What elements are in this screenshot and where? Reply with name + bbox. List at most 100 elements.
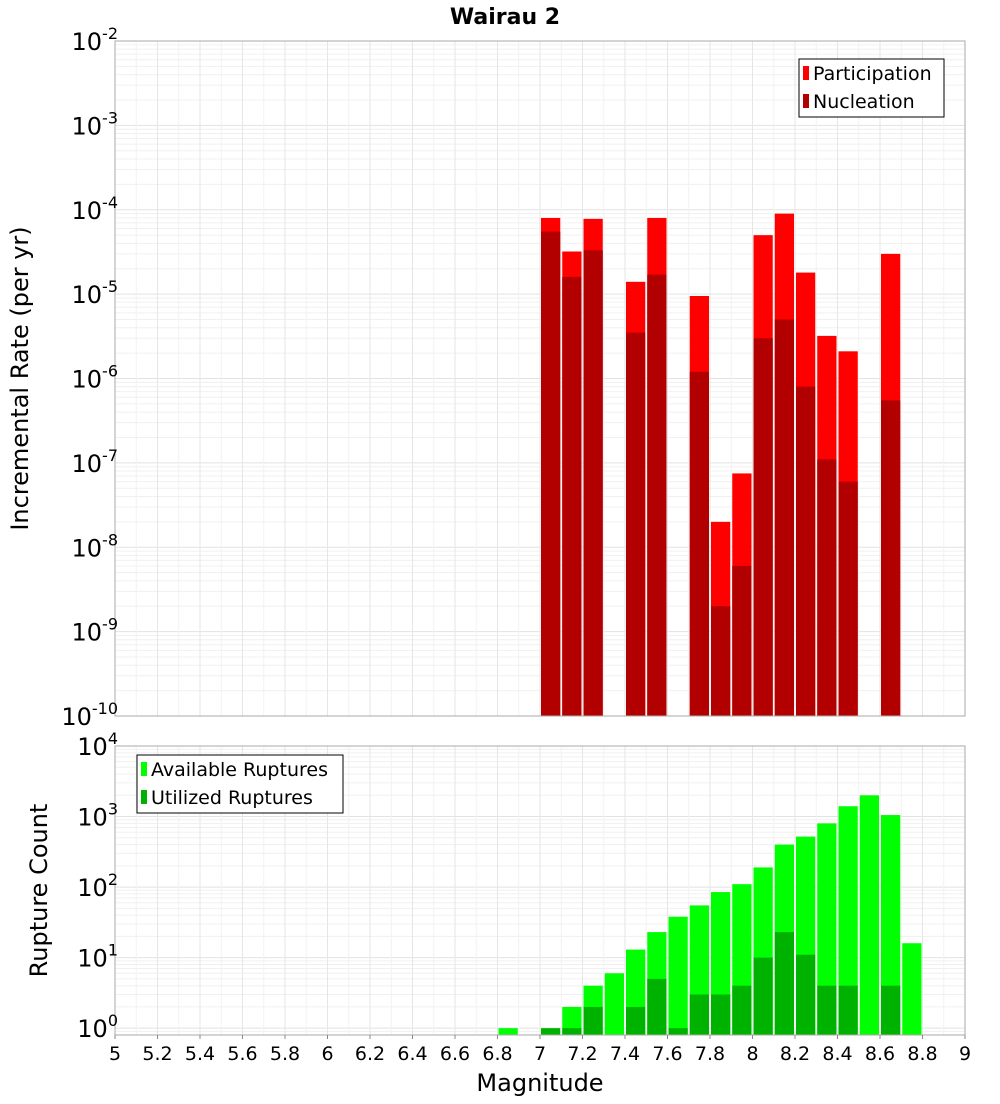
legend-label: Utilized Ruptures	[151, 787, 313, 809]
x-tick-label: 8.8	[907, 1043, 937, 1065]
bar-utilized-ruptures	[753, 957, 773, 1035]
bar-nucleation	[817, 459, 837, 716]
bar-utilized-ruptures	[626, 1006, 646, 1035]
bar-available-ruptures	[604, 973, 624, 1035]
bar-available-ruptures	[838, 806, 858, 1035]
legend-box	[136, 754, 344, 814]
y-tick-label: 10-7	[72, 446, 119, 478]
chart-title: Wairau 2	[450, 5, 560, 30]
bar-available-ruptures	[817, 823, 837, 1035]
legend-box	[798, 58, 945, 118]
bar-available-ruptures	[668, 916, 688, 1035]
x-tick-label: 5.8	[270, 1043, 300, 1065]
panel-2: 100 101 102 103 104 Rupture Count Available Ru…	[25, 729, 966, 1043]
x-tick-label: 7.8	[695, 1043, 725, 1065]
x-tick-label: 7.4	[610, 1043, 640, 1065]
y-tick-label: 100	[77, 1011, 118, 1043]
bar-available-ruptures	[881, 815, 901, 1035]
x-tick-label: 8.2	[780, 1043, 810, 1065]
grid-lines	[114, 41, 966, 717]
bar-available-ruptures	[562, 1006, 582, 1035]
y-tick-label: 104	[77, 729, 118, 761]
x-tick-label: 6.6	[440, 1043, 470, 1065]
y-axis-label: Rupture Count	[25, 804, 53, 978]
bar-utilized-ruptures	[562, 1028, 582, 1035]
bar-nucleation	[774, 319, 794, 716]
x-tick-label: 6	[321, 1043, 333, 1065]
bar-nucleation	[626, 332, 646, 716]
legend-label: Nucleation	[813, 91, 915, 113]
y-tick-label: 10-10	[61, 699, 118, 731]
legend-label: Available Ruptures	[151, 759, 328, 781]
bar-utilized-ruptures	[689, 994, 709, 1035]
bar-utilized-ruptures	[668, 1028, 688, 1035]
legend-swatch	[141, 790, 147, 804]
bar-nucleation	[689, 371, 709, 716]
bar-utilized-ruptures	[711, 994, 731, 1035]
y-tick-label: 10-2	[72, 24, 119, 56]
x-tick-label: 5.6	[227, 1043, 257, 1065]
y-tick-label: 103	[77, 800, 118, 832]
y-axis-label: Incremental Rate (per yr)	[6, 226, 34, 530]
y-tick-label: 10-3	[72, 108, 119, 140]
bar-available-ruptures	[859, 795, 879, 1035]
legend-swatch	[141, 762, 147, 776]
bar-utilized-ruptures	[817, 985, 837, 1035]
bar-nucleation	[838, 481, 858, 716]
series-utilized-ruptures	[541, 932, 901, 1035]
bar-utilized-ruptures	[881, 985, 901, 1035]
y-tick-label: 102	[77, 870, 118, 902]
bar-available-ruptures	[902, 943, 922, 1035]
panel-1: 10-10 10-9 10-8 10-7 10-6 10-5 10-4 10-3 10-2 Inc…	[6, 24, 966, 731]
x-tick-label: 5.2	[142, 1043, 172, 1065]
bar-nucleation	[541, 231, 561, 716]
x-tick-label: 6.2	[355, 1043, 385, 1065]
x-tick-label: 6.8	[482, 1043, 512, 1065]
bar-nucleation	[647, 274, 667, 716]
bar-nucleation	[732, 565, 752, 716]
x-tick-label: 9	[959, 1043, 971, 1065]
x-tick-label: 8.4	[822, 1043, 852, 1065]
x-tick-label: 8	[746, 1043, 758, 1065]
bar-utilized-ruptures	[796, 954, 816, 1035]
plot-frame	[114, 40, 966, 717]
x-axis-label: Magnitude	[476, 1069, 603, 1097]
bar-utilized-ruptures	[774, 932, 794, 1035]
bar-utilized-ruptures	[647, 978, 667, 1035]
x-tick-label: 7	[534, 1043, 546, 1065]
series-nucleation	[541, 231, 901, 717]
legend-swatch	[803, 94, 809, 108]
x-tick-labels: 5 5.2 5.4 5.6 5.8 6 6.2 6.4 6.6 6.8 7 7.2 7.4 7.6 7.8 8…	[109, 1035, 971, 1065]
bar-nucleation	[562, 276, 582, 716]
bar-utilized-ruptures	[541, 1028, 561, 1035]
bar-nucleation	[796, 386, 816, 716]
legend: Participation Nucleation	[798, 58, 945, 118]
y-tick-label: 10-8	[72, 530, 119, 562]
x-tick-label: 8.6	[865, 1043, 895, 1065]
x-tick-label: 7.2	[567, 1043, 597, 1065]
y-tick-label: 10-5	[72, 277, 119, 309]
bar-utilized-ruptures	[732, 985, 752, 1035]
bar-nucleation	[711, 606, 731, 716]
legend-swatch	[803, 66, 809, 80]
x-tick-label: 7.6	[652, 1043, 682, 1065]
y-tick-label: 101	[77, 941, 118, 973]
bar-nucleation	[583, 250, 603, 717]
legend: Available Ruptures Utilized Ruptures	[136, 754, 344, 814]
x-tick-label: 5.4	[185, 1043, 215, 1065]
y-tick-labels: 10-10 10-9 10-8 10-7 10-6 10-5 10-4 10-3 10-2	[61, 24, 118, 731]
bar-nucleation	[753, 338, 773, 716]
x-tick-label: 5	[109, 1043, 121, 1065]
bar-nucleation	[881, 400, 901, 716]
y-tick-label: 10-4	[72, 193, 119, 225]
x-tick-label: 6.4	[397, 1043, 427, 1065]
y-tick-label: 10-9	[72, 615, 119, 647]
legend-label: Participation	[813, 63, 932, 85]
y-tick-labels: 100 101 102 103 104	[77, 729, 118, 1043]
bar-available-ruptures	[498, 1028, 518, 1035]
bar-utilized-ruptures	[583, 1006, 603, 1035]
y-tick-label: 10-6	[72, 362, 119, 394]
bar-utilized-ruptures	[838, 985, 858, 1035]
